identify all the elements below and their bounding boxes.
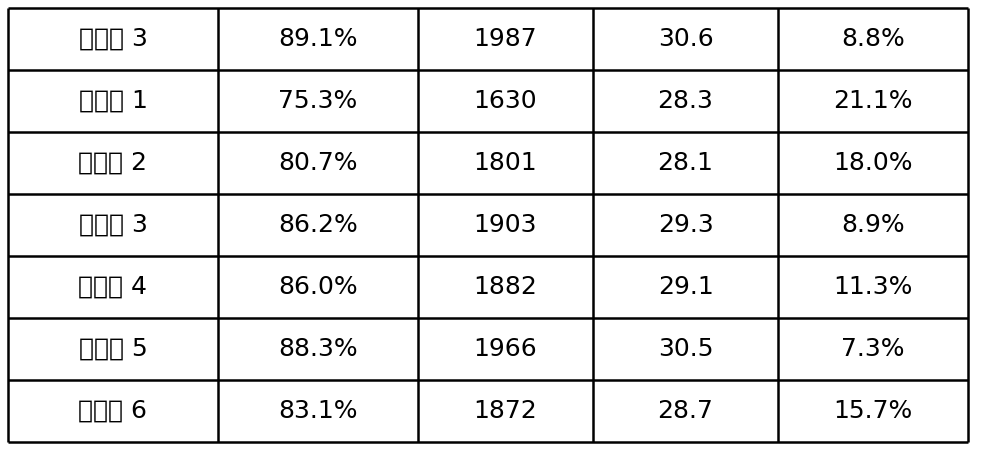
Text: 实施例 3: 实施例 3 [79,27,147,51]
Text: 86.2%: 86.2% [278,213,358,237]
Text: 对比例 4: 对比例 4 [78,275,148,299]
Text: 对比例 3: 对比例 3 [79,213,147,237]
Text: 30.5: 30.5 [658,337,713,361]
Text: 28.1: 28.1 [658,151,713,175]
Text: 对比例 6: 对比例 6 [78,399,148,423]
Text: 对比例 5: 对比例 5 [79,337,147,361]
Text: 8.8%: 8.8% [841,27,905,51]
Text: 1903: 1903 [474,213,537,237]
Text: 1630: 1630 [474,89,537,113]
Text: 83.1%: 83.1% [278,399,358,423]
Text: 11.3%: 11.3% [833,275,913,299]
Text: 86.0%: 86.0% [278,275,358,299]
Text: 28.7: 28.7 [658,399,713,423]
Text: 29.1: 29.1 [658,275,713,299]
Text: 21.1%: 21.1% [833,89,913,113]
Text: 1987: 1987 [474,27,537,51]
Text: 1801: 1801 [474,151,537,175]
Text: 29.3: 29.3 [658,213,713,237]
Text: 8.9%: 8.9% [841,213,905,237]
Text: 7.3%: 7.3% [841,337,905,361]
Text: 1872: 1872 [474,399,537,423]
Text: 30.6: 30.6 [658,27,713,51]
Text: 89.1%: 89.1% [278,27,358,51]
Text: 88.3%: 88.3% [278,337,358,361]
Text: 18.0%: 18.0% [833,151,913,175]
Text: 80.7%: 80.7% [278,151,358,175]
Text: 对比例 2: 对比例 2 [78,151,148,175]
Text: 1966: 1966 [474,337,537,361]
Text: 1882: 1882 [474,275,537,299]
Text: 75.3%: 75.3% [278,89,358,113]
Text: 对比例 1: 对比例 1 [79,89,147,113]
Text: 15.7%: 15.7% [833,399,913,423]
Text: 28.3: 28.3 [658,89,713,113]
